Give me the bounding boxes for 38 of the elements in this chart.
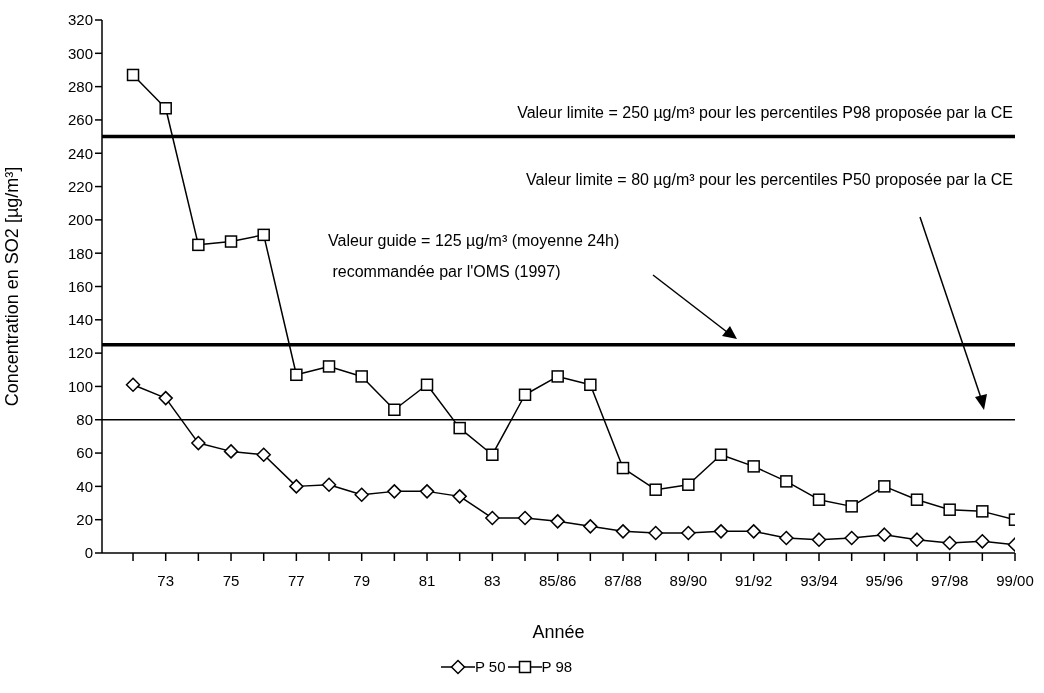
- y-tick-label: 20: [76, 511, 93, 529]
- y-tick-label: 140: [67, 311, 93, 329]
- y-tick-label: 240: [67, 144, 93, 162]
- legend-label: P 98: [541, 658, 573, 675]
- x-tick-label: 75: [222, 571, 240, 589]
- x-tick-label: 93/94: [800, 571, 838, 589]
- y-tick-label: 100: [67, 377, 93, 395]
- x-tick-label: 85/86: [538, 571, 577, 589]
- annotation: Valeur limite = 250 µg/m³ pour les percentiles P98 proposée par la CE: [517, 104, 1013, 121]
- y-tick-label: 80: [76, 411, 93, 429]
- annotation: Valeur limite = 80 µg/m³ pour les percentiles P50 proposée par la CE: [526, 171, 1013, 188]
- x-tick-label: 97/98: [930, 571, 969, 589]
- y-tick-label: 200: [67, 211, 93, 229]
- y-tick-label: 260: [67, 111, 93, 129]
- y-tick-label: 60: [76, 444, 93, 462]
- x-tick-label: 89/90: [669, 571, 708, 589]
- y-tick-label: 120: [67, 344, 93, 362]
- y-tick-label: 320: [67, 11, 93, 29]
- x-tick-label: 81: [418, 571, 436, 589]
- x-axis-title: Année: [532, 622, 585, 642]
- y-tick-label: 40: [76, 477, 93, 495]
- x-tick-label: 79: [353, 571, 371, 589]
- y-axis-title: Concentration en SO2 [µg/m³]: [2, 166, 23, 407]
- x-tick-label: 91/92: [734, 571, 773, 589]
- y-tick-label: 220: [67, 177, 93, 195]
- legend-label: P 50: [474, 658, 506, 675]
- x-tick-label: 83: [484, 571, 501, 589]
- y-tick-label: 180: [67, 244, 93, 262]
- annotation: Valeur guide = 125 µg/m³ (moyenne 24h) recommandée par l'OMS (1997): [328, 232, 620, 280]
- x-tick-label: 73: [157, 571, 175, 589]
- y-tick-label: 300: [67, 44, 93, 62]
- y-tick-label: 160: [67, 277, 93, 295]
- x-tick-label: 87/88: [604, 571, 642, 589]
- x-tick-label: 77: [288, 571, 305, 589]
- x-tick-label: 95/96: [865, 571, 904, 589]
- y-tick-label: 0: [84, 544, 93, 562]
- y-tick-label: 280: [67, 77, 93, 95]
- x-tick-label: 99/00: [996, 571, 1034, 589]
